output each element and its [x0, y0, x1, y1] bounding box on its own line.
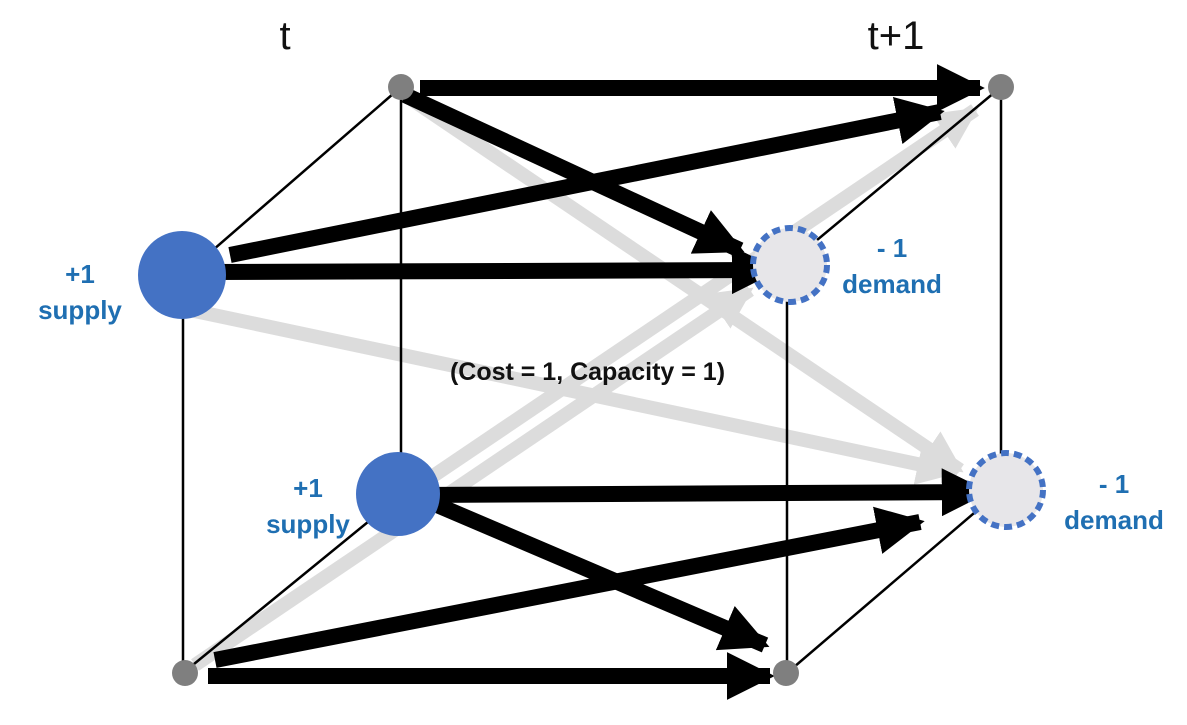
- grey-arrow-supply-bottom-to-top-right: [401, 104, 979, 501]
- node-top-right-grey: [988, 74, 1014, 100]
- supply-left-value: +1: [65, 259, 95, 289]
- supply-bottom-word: supply: [266, 509, 350, 539]
- arrow-supply-left-to-demand-top: [209, 246, 780, 295]
- demand-top-word: demand: [842, 269, 942, 299]
- demand-bottom-word: demand: [1064, 505, 1164, 535]
- demand-bottom-value: - 1: [1098, 469, 1130, 499]
- demand-label-bottom: - 1 demand: [1050, 466, 1178, 538]
- cube-edges: [181, 86, 1003, 674]
- edge-left-bottom-diagonal: [182, 494, 402, 674]
- time-label-t-plus-1: t+1: [867, 14, 925, 58]
- node-supply-bottom: [356, 452, 440, 536]
- node-bottom-left-grey: [172, 660, 198, 686]
- edge-annotation: (Cost = 1, Capacity = 1): [449, 358, 726, 386]
- grey-arrow-supply-left-to-demand-bottom: [188, 303, 960, 485]
- arrow-supply-left-to-top-right: [228, 97, 945, 263]
- node-demand-top: [750, 225, 830, 305]
- arrow-bottom-left-to-demand-bottom: [213, 506, 925, 668]
- edge-right-top-diagonal: [786, 86, 1002, 266]
- node-demand-bottom: [966, 450, 1046, 530]
- node-supply-left: [138, 231, 226, 319]
- grey-arrow-bottom-left-to-demand-top: [191, 284, 754, 671]
- node-top-left-grey: [388, 74, 414, 100]
- grey-arrow-top-to-demand-bottom: [401, 89, 964, 476]
- demand-label-top: - 1 demand: [828, 230, 956, 302]
- black-arrows: [208, 64, 990, 700]
- supply-label-bottom: +1 supply: [250, 470, 366, 542]
- arrow-top-left-to-demand-top: [401, 87, 745, 258]
- node-bottom-right-grey: [773, 660, 799, 686]
- nodes: [138, 74, 1046, 686]
- supply-label-left: +1 supply: [22, 256, 138, 328]
- edge-right-bottom-diagonal: [786, 489, 1002, 674]
- demand-top-value: - 1: [876, 233, 908, 263]
- edge-left-top-diagonal: [182, 86, 402, 277]
- arrow-supply-bottom-to-bottom-right: [426, 494, 770, 653]
- grey-arrows: [188, 89, 979, 671]
- time-label-t: t: [279, 14, 291, 58]
- arrow-supply-bottom-to-demand-bottom: [417, 468, 990, 517]
- supply-left-word: supply: [38, 295, 122, 325]
- supply-bottom-value: +1: [293, 473, 323, 503]
